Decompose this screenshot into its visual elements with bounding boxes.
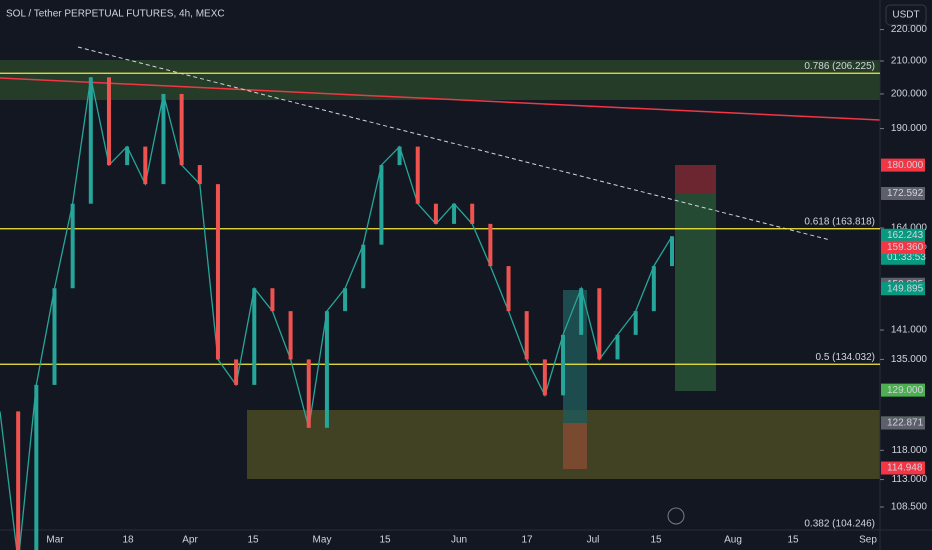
candle	[306, 359, 311, 428]
time-label: 15	[247, 535, 259, 546]
currency-button[interactable]	[885, 4, 927, 26]
candle	[16, 411, 21, 550]
candle	[52, 288, 57, 385]
time-label: 15	[379, 535, 391, 546]
candle	[452, 203, 457, 224]
candle	[397, 146, 402, 166]
candle	[88, 77, 93, 204]
time-axis: Mar 18 Apr 15 May 15 Jun 17 Jul 15 Aug 1…	[46, 535, 877, 546]
candle	[270, 288, 275, 312]
candle	[179, 93, 184, 166]
time-label: Jul	[587, 535, 600, 546]
candle	[470, 203, 475, 224]
candle	[561, 334, 566, 396]
price-tick-label: 164.000	[891, 223, 928, 234]
time-label: Sep	[859, 535, 877, 546]
time-label: Mar	[46, 535, 64, 546]
candle	[288, 311, 293, 360]
candle	[506, 266, 511, 312]
price-tick-label: 118.000	[892, 445, 928, 456]
candle	[361, 244, 366, 289]
currency-label[interactable]: USDT	[892, 10, 919, 21]
candle	[651, 266, 656, 312]
candle	[143, 146, 148, 185]
price-tag	[881, 416, 925, 430]
trendline	[0, 77, 881, 121]
time-label: Aug	[724, 535, 742, 546]
price-tag-label: 172.592	[887, 188, 924, 199]
fib-label: 0.786 (206.225)	[804, 61, 875, 72]
stop-box	[675, 165, 716, 193]
price-tick-label: 190.000	[891, 123, 928, 134]
candle	[542, 359, 547, 396]
price-tag	[881, 282, 925, 296]
candle	[379, 165, 384, 245]
candle	[234, 359, 239, 385]
lightning-icon[interactable]	[667, 507, 685, 525]
candle	[579, 288, 584, 335]
candle	[252, 288, 257, 385]
price-tick-label: 200.000	[891, 89, 928, 100]
price-tick-label: 210.000	[891, 56, 928, 67]
price-tag-label: 159.360	[887, 242, 924, 253]
candle	[70, 203, 75, 289]
candle	[215, 184, 220, 360]
candle	[343, 288, 348, 312]
time-label: May	[313, 535, 332, 546]
candle	[125, 146, 130, 166]
dashed-trendline	[77, 46, 831, 241]
price-tag-label: 162.243	[887, 230, 924, 241]
price-tag	[881, 158, 925, 172]
price-tag-label: 180.000	[887, 160, 924, 171]
candle	[633, 311, 638, 335]
time-label: 15	[787, 535, 799, 546]
price-tag	[881, 186, 925, 200]
price-tick-label: 113.000	[892, 474, 928, 485]
time-label: 15	[650, 535, 662, 546]
supply-zone	[0, 60, 880, 100]
candle	[161, 93, 166, 185]
price-tag	[881, 461, 925, 475]
candle	[106, 77, 111, 166]
price-tag	[881, 383, 925, 397]
time-label: Apr	[182, 535, 198, 546]
price-tick-label: 135.000	[891, 354, 928, 365]
target-box	[675, 193, 716, 391]
candle	[524, 311, 529, 360]
fib-label: 0.618 (163.818)	[804, 216, 875, 227]
price-tag	[881, 240, 925, 254]
position-box	[563, 290, 587, 423]
price-line	[0, 77, 673, 550]
candle	[615, 334, 620, 360]
price-tag-label: 129.000	[887, 385, 924, 396]
candle	[597, 288, 602, 360]
time-label: 17	[521, 535, 533, 546]
candle	[488, 223, 493, 267]
price-tag-label: 149.895	[887, 283, 924, 294]
time-label: Jun	[451, 535, 467, 546]
price-tick-label: 220.000	[891, 24, 928, 35]
header-title: SOL / Tether PERPETUAL FUTURES, 4h, MEXC	[6, 9, 225, 20]
fib-label: 0.5 (134.032)	[816, 352, 876, 363]
price-tag-label: 122.871	[887, 418, 924, 429]
price-tick-label: 108.500	[891, 502, 928, 513]
candle	[324, 311, 329, 428]
position-stop	[563, 423, 587, 469]
candle	[197, 165, 202, 185]
candle	[433, 203, 438, 224]
candle	[415, 146, 420, 204]
fib-label: 0.382 (104.246)	[804, 519, 875, 530]
price-tag-label: 114.948	[887, 463, 923, 474]
candle	[670, 236, 674, 267]
candle	[34, 384, 39, 550]
bar-timer: 01:33:53	[887, 252, 926, 263]
price-tick-label: 141.000	[891, 325, 928, 336]
time-label: 18	[122, 535, 134, 546]
